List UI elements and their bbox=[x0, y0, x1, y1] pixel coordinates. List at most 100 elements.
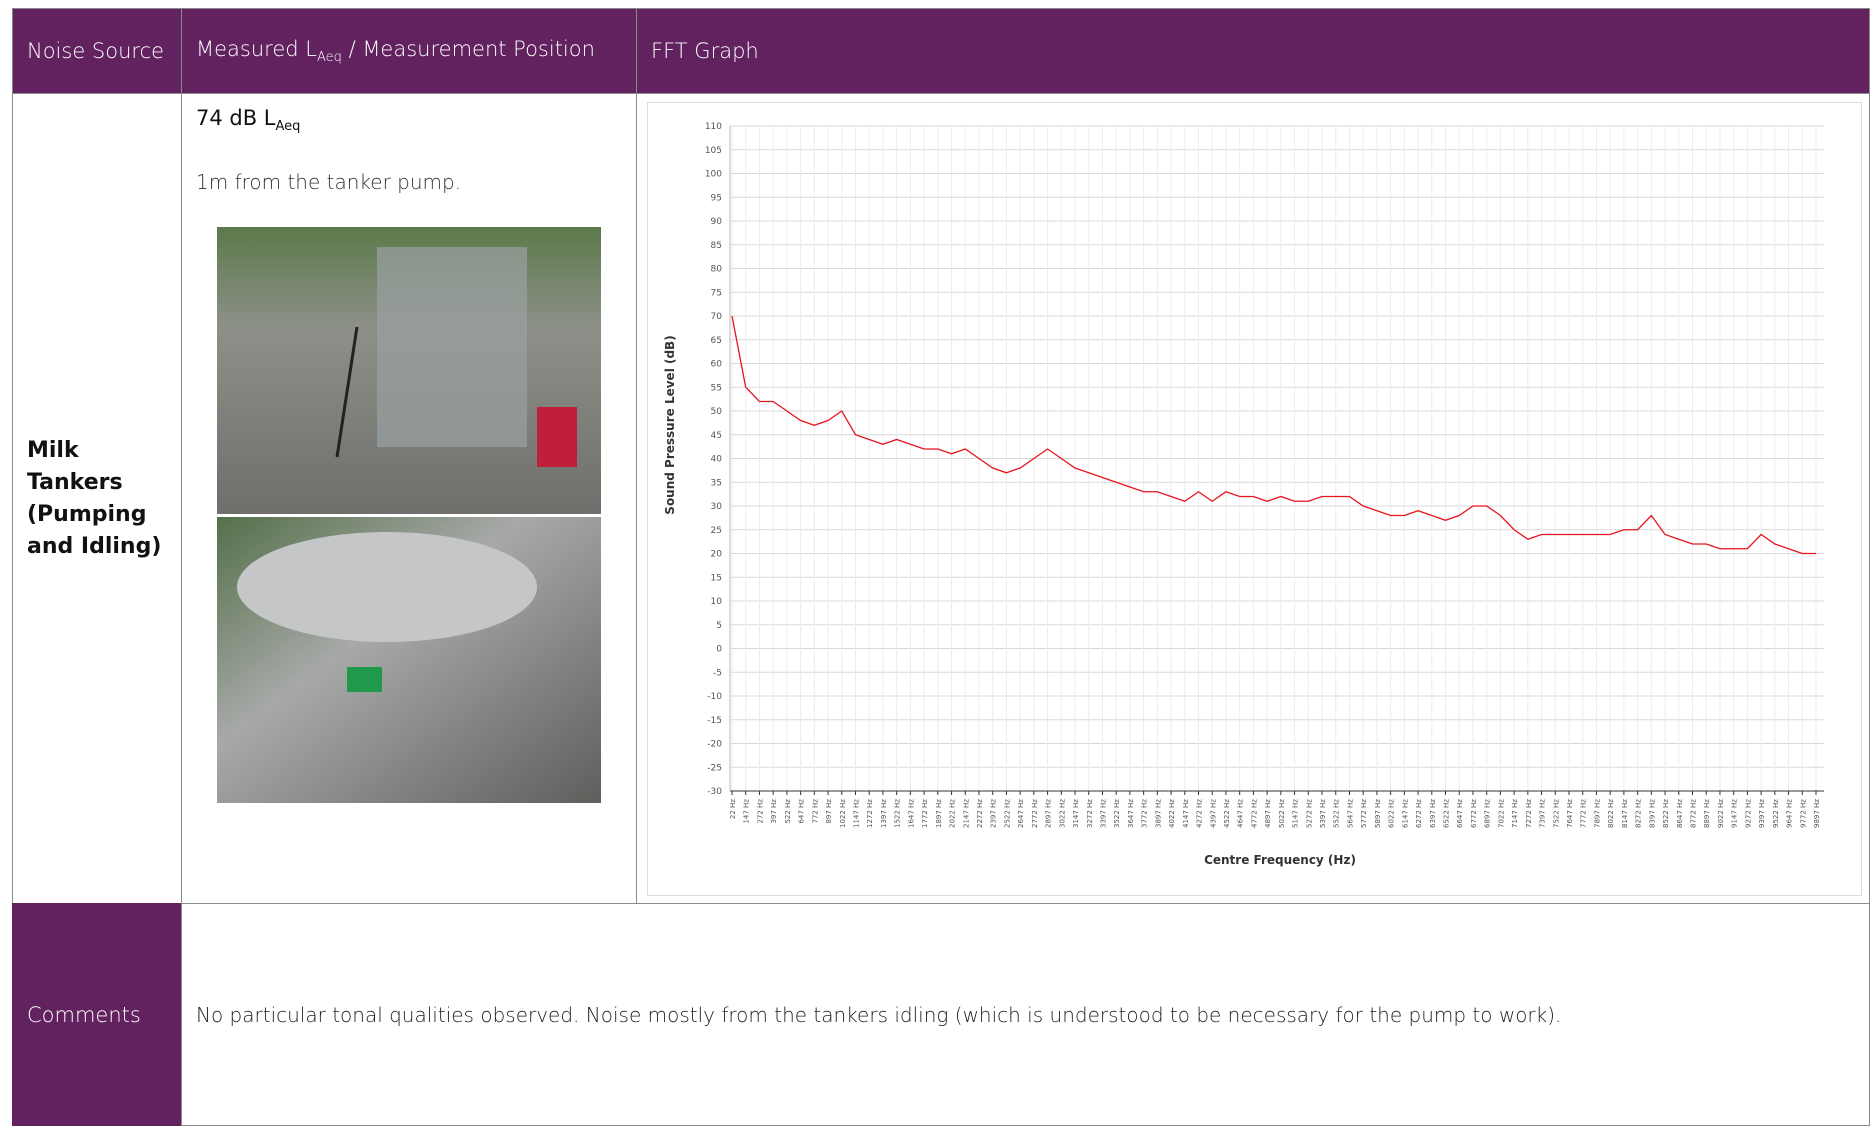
text: / Measurement Position bbox=[341, 36, 595, 61]
x-axis-title: Centre Frequency (Hz) bbox=[1204, 853, 1356, 867]
x-tick-label: 3522 Hz bbox=[1113, 799, 1121, 828]
x-tick-label: 6272 Hz bbox=[1415, 799, 1423, 828]
x-tick-label: 9897 Hz bbox=[1813, 799, 1821, 828]
comments-label: Comments bbox=[12, 903, 182, 1126]
y-tick-label: 20 bbox=[711, 550, 723, 560]
y-tick-label: 60 bbox=[711, 360, 723, 370]
text: Measured L bbox=[196, 36, 317, 61]
x-tick-label: 4897 Hz bbox=[1264, 799, 1272, 828]
source-cell: Milk Tankers (Pumping and Idling) bbox=[12, 93, 182, 904]
x-tick-label: 5522 Hz bbox=[1333, 799, 1341, 828]
x-tick-label: 7397 Hz bbox=[1539, 799, 1547, 828]
series-line bbox=[731, 315, 1816, 555]
x-tick-label: 4022 Hz bbox=[1168, 799, 1176, 828]
y-tick-label: 55 bbox=[711, 383, 722, 393]
x-tick-label: 6897 Hz bbox=[1484, 799, 1492, 828]
y-tick-label: 75 bbox=[711, 288, 722, 298]
x-tick-label: 5397 Hz bbox=[1319, 799, 1327, 828]
x-tick-label: 3397 Hz bbox=[1099, 799, 1107, 828]
x-tick-label: 9397 Hz bbox=[1758, 799, 1766, 828]
y-tick-label: -5 bbox=[713, 668, 722, 678]
header-cell: Measured LAeq / Measurement Position bbox=[181, 8, 637, 94]
header-text: Noise Source bbox=[27, 39, 165, 63]
x-tick-label: 4772 Hz bbox=[1250, 799, 1258, 828]
x-tick-label: 397 Hz bbox=[770, 799, 778, 824]
x-tick-label: 6647 Hz bbox=[1456, 799, 1464, 828]
y-tick-label: -25 bbox=[707, 763, 722, 773]
y-tick-label: 35 bbox=[711, 478, 722, 488]
graph-cell: Sound Pressure Level (dB) Centre Frequen… bbox=[636, 93, 1870, 904]
y-tick-label: 65 bbox=[711, 336, 722, 346]
x-tick-label: 7772 Hz bbox=[1580, 799, 1588, 828]
x-tick-label: 7272 Hz bbox=[1525, 799, 1533, 828]
x-tick-label: 3772 Hz bbox=[1141, 799, 1149, 828]
y-tick-label: 45 bbox=[711, 431, 722, 441]
x-tick-label: 4647 Hz bbox=[1237, 799, 1245, 828]
photo-detail bbox=[237, 532, 537, 642]
x-tick-label: 5272 Hz bbox=[1305, 799, 1313, 828]
x-tick-label: 3022 Hz bbox=[1058, 799, 1066, 828]
x-tick-label: 1897 Hz bbox=[935, 799, 943, 828]
header-cell: FFT Graph bbox=[636, 8, 1870, 94]
x-tick-label: 2397 Hz bbox=[990, 799, 998, 828]
x-tick-label: 2147 Hz bbox=[962, 799, 970, 828]
x-tick-label: 2522 Hz bbox=[1003, 799, 1011, 828]
x-tick-label: 897 Hz bbox=[825, 799, 833, 824]
y-tick-label: 95 bbox=[711, 193, 722, 203]
photo-detail bbox=[537, 407, 577, 467]
chart: Sound Pressure Level (dB) Centre Frequen… bbox=[647, 102, 1862, 896]
x-tick-label: 9772 Hz bbox=[1799, 799, 1807, 828]
x-tick-label: 2022 Hz bbox=[949, 799, 957, 828]
x-tick-label: 1022 Hz bbox=[839, 799, 847, 828]
x-tick-label: 272 Hz bbox=[756, 799, 764, 824]
y-tick-label: -30 bbox=[707, 787, 722, 797]
y-tick-label: 50 bbox=[711, 407, 723, 417]
x-tick-label: 4397 Hz bbox=[1209, 799, 1217, 828]
y-tick-label: 0 bbox=[716, 645, 722, 655]
x-tick-label: 3147 Hz bbox=[1072, 799, 1080, 828]
header-text: FFT Graph bbox=[651, 39, 759, 63]
y-tick-label: 90 bbox=[711, 217, 723, 227]
x-tick-label: 22 Hz bbox=[729, 799, 737, 819]
x-tick-label: 8772 Hz bbox=[1690, 799, 1698, 828]
x-tick-label: 6772 Hz bbox=[1470, 799, 1478, 828]
x-tick-label: 2772 Hz bbox=[1031, 799, 1039, 828]
x-tick-label: 1272 Hz bbox=[866, 799, 874, 828]
x-tick-label: 6522 Hz bbox=[1443, 799, 1451, 828]
x-tick-label: 4147 Hz bbox=[1182, 799, 1190, 828]
x-tick-label: 1147 Hz bbox=[852, 799, 860, 828]
x-tick-label: 5772 Hz bbox=[1360, 799, 1368, 828]
x-tick-label: 4272 Hz bbox=[1196, 799, 1204, 828]
x-tick-label: 8522 Hz bbox=[1662, 799, 1670, 828]
x-tick-label: 1647 Hz bbox=[907, 799, 915, 828]
y-tick-label: 15 bbox=[711, 573, 722, 583]
photo-detail bbox=[347, 667, 382, 692]
x-tick-label: 7522 Hz bbox=[1552, 799, 1560, 828]
x-tick-label: 1397 Hz bbox=[880, 799, 888, 828]
x-tick-label: 3897 Hz bbox=[1154, 799, 1162, 828]
x-tick-label: 9147 Hz bbox=[1731, 799, 1739, 828]
x-tick-label: 8397 Hz bbox=[1648, 799, 1656, 828]
x-tick-label: 8272 Hz bbox=[1635, 799, 1643, 828]
comments-text: No particular tonal qualities observed. … bbox=[196, 1002, 1562, 1027]
x-tick-label: 7147 Hz bbox=[1511, 799, 1519, 828]
y-tick-label: 30 bbox=[711, 502, 723, 512]
x-tick-label: 3272 Hz bbox=[1086, 799, 1094, 828]
x-tick-label: 4522 Hz bbox=[1223, 799, 1231, 828]
text: Aeq bbox=[316, 50, 342, 66]
y-tick-label: 10 bbox=[711, 597, 723, 607]
photo-detail bbox=[335, 326, 359, 458]
y-tick-label: -20 bbox=[707, 740, 722, 750]
header-text: Measured LAeq / Measurement Position bbox=[196, 37, 595, 65]
position-text: 1m from the tanker pump. bbox=[196, 170, 462, 194]
x-tick-label: 3647 Hz bbox=[1127, 799, 1135, 828]
x-tick-label: 2897 Hz bbox=[1045, 799, 1053, 828]
x-tick-label: 8147 Hz bbox=[1621, 799, 1629, 828]
y-tick-label: 80 bbox=[711, 265, 723, 275]
y-tick-label: -10 bbox=[707, 692, 722, 702]
y-tick-label: 5 bbox=[716, 621, 722, 631]
y-tick-label: 40 bbox=[711, 455, 723, 465]
x-tick-label: 9022 Hz bbox=[1717, 799, 1725, 828]
level-text: 74 dB LAeq bbox=[196, 106, 300, 134]
x-tick-label: 8647 Hz bbox=[1676, 799, 1684, 828]
